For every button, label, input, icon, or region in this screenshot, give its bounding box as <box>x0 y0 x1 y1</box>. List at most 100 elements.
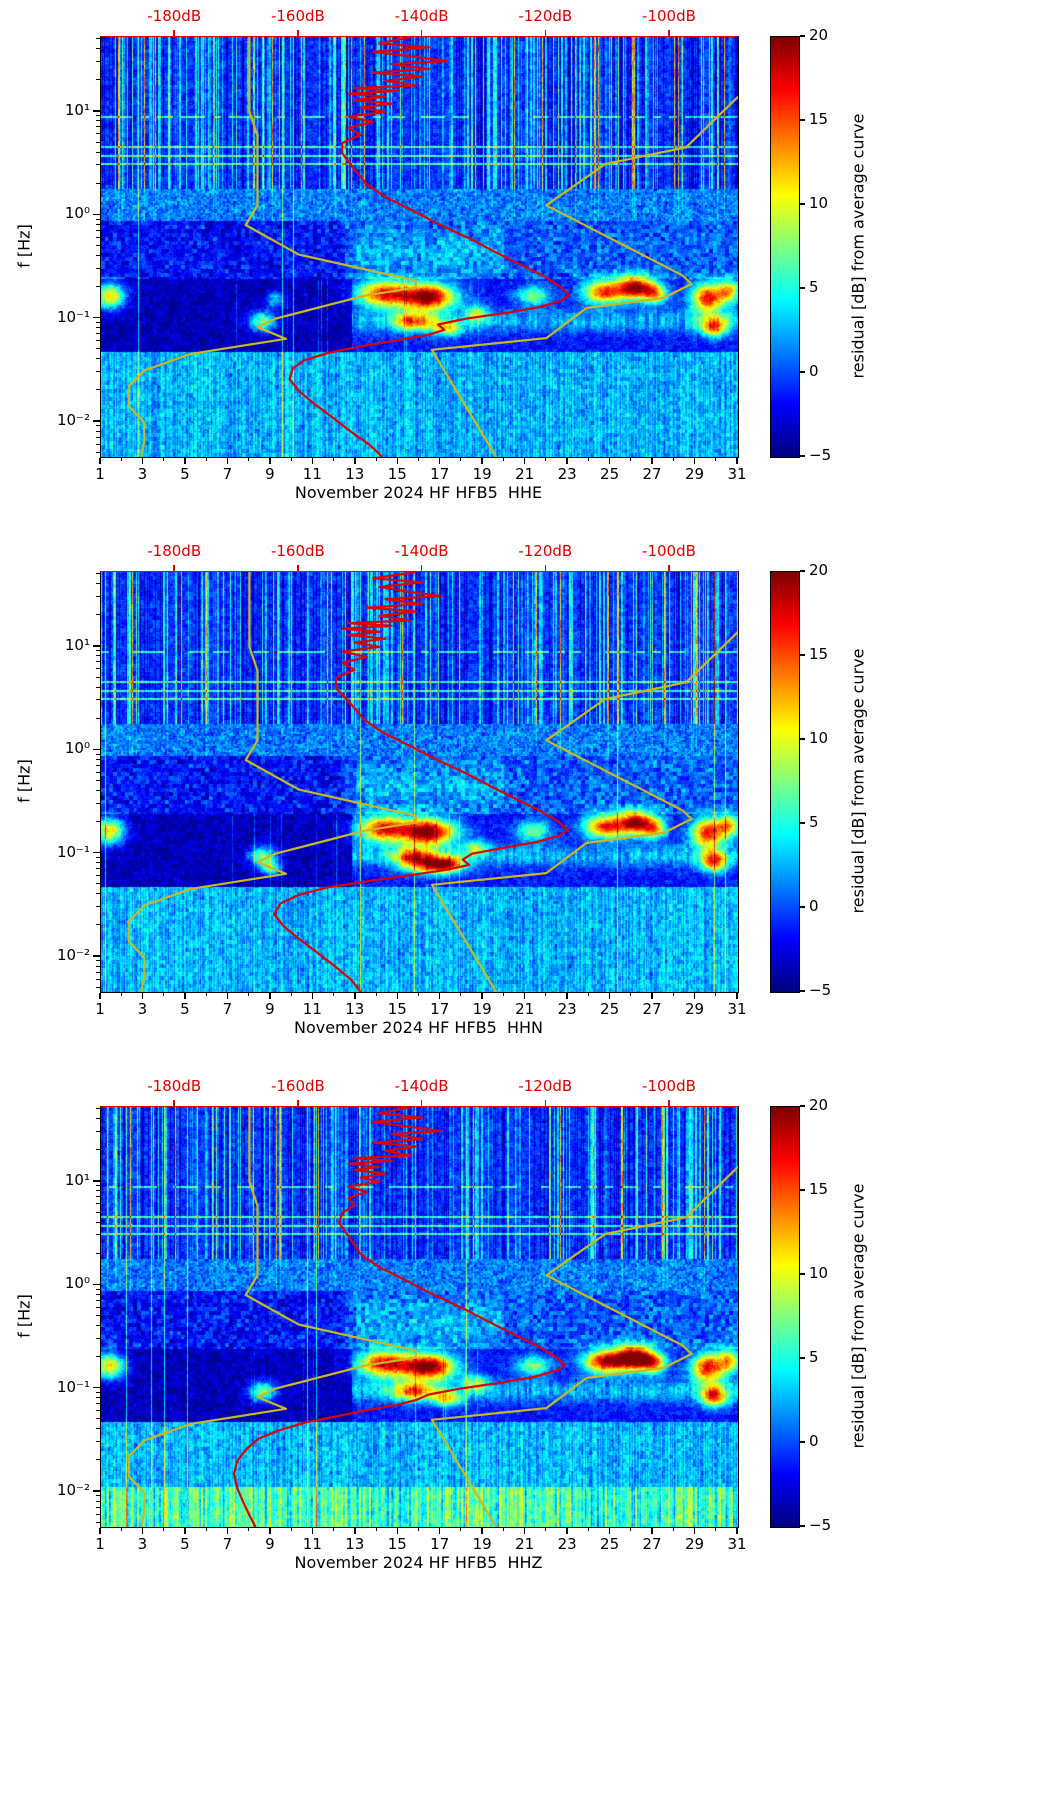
x-axis-tick-label: 31 <box>727 465 747 483</box>
top-axis-tick-label: -160dB <box>270 1077 325 1095</box>
y-axis-minor-tick <box>96 1108 100 1110</box>
y-axis-tick <box>93 213 100 216</box>
x-axis-minor-tick <box>120 457 122 461</box>
y-axis-minor-tick <box>96 1513 100 1515</box>
x-axis-minor-tick <box>630 992 632 996</box>
x-axis-tick-label: 17 <box>430 1000 450 1018</box>
y-axis-tick <box>93 1386 100 1389</box>
colorbar-tick <box>800 990 805 992</box>
colorbar-tick-label: 20 <box>809 1096 829 1114</box>
y-axis-minor-tick <box>96 223 100 225</box>
top-axis-tick <box>544 30 547 36</box>
colorbar-tick <box>800 822 805 824</box>
x-axis-tick-label: 11 <box>302 465 322 483</box>
x-axis-minor-tick <box>248 1527 250 1531</box>
x-axis-tick-label: 1 <box>95 1000 105 1018</box>
y-axis-minor-tick <box>96 650 100 652</box>
y-axis-minor-tick <box>96 1506 100 1508</box>
x-axis-tick <box>523 457 526 464</box>
top-axis-tick <box>668 1100 670 1106</box>
top-axis-tick <box>668 30 670 36</box>
x-axis-tick-label: 5 <box>180 465 190 483</box>
x-axis-tick <box>141 992 144 999</box>
x-axis-tick <box>99 1527 101 1534</box>
x-axis-tick <box>608 992 611 999</box>
x-axis-tick <box>354 457 356 464</box>
y-axis-minor-tick <box>96 906 100 908</box>
x-axis-minor-tick <box>418 1527 419 1531</box>
y-axis-minor-tick <box>96 1314 100 1316</box>
top-axis-tick-label: -140dB <box>394 1077 449 1095</box>
y-axis-minor-tick <box>96 779 100 781</box>
x-axis-minor-tick <box>460 992 462 996</box>
x-axis-minor-tick <box>248 992 250 996</box>
x-axis-tick-label: 23 <box>557 1000 577 1018</box>
y-axis-minor-tick <box>96 1131 100 1133</box>
colorbar-tick-label: −5 <box>809 446 832 464</box>
x-axis-tick-label: 13 <box>345 1000 365 1018</box>
colorbar <box>770 36 800 458</box>
x-axis-tick <box>566 1527 568 1534</box>
station-psd-curve <box>232 1107 566 1527</box>
y-axis-tick <box>93 645 100 647</box>
x-axis-tick <box>736 992 738 999</box>
x-axis-minor-tick <box>587 457 589 461</box>
x-axis-minor-tick <box>163 457 165 461</box>
y-axis-minor-tick <box>96 425 100 427</box>
top-axis-tick <box>173 565 175 571</box>
y-axis-minor-tick <box>96 267 100 269</box>
y-axis-minor-tick <box>96 218 100 220</box>
x-axis-tick <box>481 1527 483 1534</box>
x-axis-minor-tick <box>375 1527 377 1531</box>
x-axis-minor-tick <box>630 457 632 461</box>
colorbar <box>770 571 800 993</box>
x-axis-minor-tick <box>502 1527 504 1531</box>
y-axis-minor-tick <box>96 789 100 791</box>
x-axis-minor-tick <box>333 457 335 461</box>
top-axis-tick-label: -180dB <box>147 1077 202 1095</box>
y-axis-minor-tick <box>96 1149 100 1151</box>
x-axis-tick <box>438 1527 441 1534</box>
x-axis-minor-tick <box>205 457 207 461</box>
x-axis-tick-label: 7 <box>222 1000 233 1018</box>
y-axis-minor-tick <box>96 115 100 117</box>
x-axis-minor-tick <box>205 992 207 996</box>
colorbar-tick-label: 10 <box>809 194 829 212</box>
colorbar-tick <box>800 1105 805 1107</box>
colorbar-tick-label: 10 <box>809 729 829 747</box>
y-axis-tick-label: 10⁰ <box>64 739 90 758</box>
y-axis-minor-tick <box>96 1252 100 1254</box>
top-axis-tick-label: -160dB <box>270 542 325 560</box>
colorbar-tick <box>800 287 805 289</box>
y-axis-minor-tick <box>96 48 100 50</box>
y-axis-minor-tick <box>96 1403 100 1405</box>
x-axis-tick-label: 7 <box>222 1535 233 1553</box>
x-axis-tick-label: 25 <box>600 465 620 483</box>
y-axis-minor-tick <box>96 1410 100 1412</box>
x-axis-minor-tick <box>163 992 165 996</box>
x-axis-tick-label: 25 <box>600 1535 620 1553</box>
y-axis-minor-tick <box>96 856 100 858</box>
y-axis-minor-tick <box>96 358 100 360</box>
x-axis-tick-label: 17 <box>430 465 450 483</box>
y-axis-minor-tick <box>96 1428 100 1430</box>
y-axis-minor-tick <box>96 120 100 122</box>
colorbar-tick <box>800 1441 805 1443</box>
y-axis-minor-tick <box>96 821 100 823</box>
x-axis-tick <box>693 992 696 999</box>
x-axis-minor-tick <box>205 1527 207 1531</box>
x-axis-tick <box>396 992 399 999</box>
x-axis-minor-tick <box>120 992 122 996</box>
x-axis-tick <box>311 457 314 464</box>
y-axis-minor-tick <box>96 389 100 391</box>
y-axis-minor-tick <box>96 1324 100 1326</box>
nhnm-model-curve <box>430 1166 738 1527</box>
x-axis-tick <box>226 1527 229 1534</box>
y-axis-tick-label: 10⁰ <box>64 1274 90 1293</box>
y-axis-tick-label: 10¹ <box>64 635 90 654</box>
psd-curves-overlay <box>127 572 738 992</box>
station-psd-curve <box>288 37 571 457</box>
y-axis-tick-label: 10⁰ <box>64 204 90 223</box>
spectrogram-canvas <box>101 37 738 457</box>
y-axis-minor-tick <box>96 583 100 585</box>
